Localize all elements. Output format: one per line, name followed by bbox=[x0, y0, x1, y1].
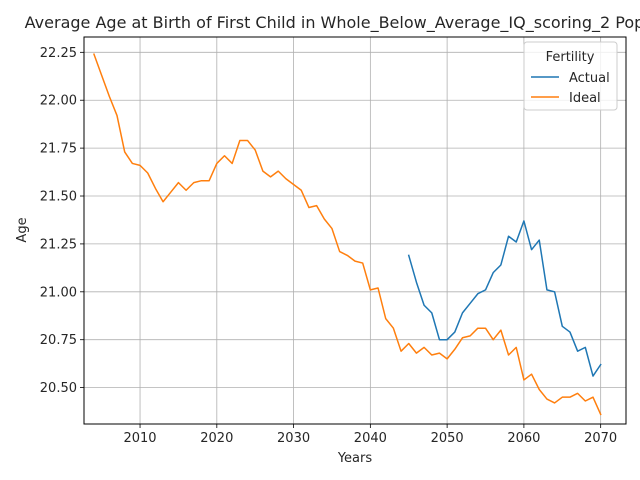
x-tick-label: 2070 bbox=[584, 431, 617, 446]
y-tick-label: 21.75 bbox=[40, 142, 77, 157]
series-line-ideal bbox=[93, 53, 602, 416]
x-tick-label: 2060 bbox=[507, 431, 540, 446]
y-tick-label: 22.25 bbox=[40, 46, 77, 61]
x-tick-label: 2040 bbox=[354, 431, 387, 446]
chart-title: Average Age at Birth of First Child in W… bbox=[25, 13, 640, 33]
x-tick-label: 2020 bbox=[200, 431, 233, 446]
x-tick-label: 2010 bbox=[123, 431, 156, 446]
series-line-actual bbox=[407, 220, 602, 377]
y-tick-label: 21.25 bbox=[40, 237, 77, 252]
legend-title: Fertility bbox=[546, 50, 595, 65]
y-tick-label: 20.75 bbox=[40, 333, 77, 348]
y-tick-label: 20.50 bbox=[40, 381, 77, 396]
x-tick-label: 2030 bbox=[277, 431, 310, 446]
y-tick-label: 21.00 bbox=[40, 285, 77, 300]
plot-frame bbox=[83, 36, 627, 425]
legend: Fertility Actual Ideal bbox=[523, 41, 618, 111]
y-axis-label: Age bbox=[15, 217, 30, 242]
x-axis-label: Years bbox=[337, 451, 373, 466]
legend-box bbox=[523, 41, 618, 111]
x-tick-label: 2050 bbox=[431, 431, 464, 446]
y-tick-label: 21.50 bbox=[40, 190, 77, 205]
legend-label-actual: Actual bbox=[569, 71, 610, 86]
axis-ticks: 2010 2020 2030 2040 2050 2060 2070 20.50 20.75 21… bbox=[40, 46, 617, 446]
legend-label-ideal: Ideal bbox=[569, 91, 601, 106]
series-lines bbox=[93, 53, 602, 416]
y-tick-label: 22.00 bbox=[40, 94, 77, 109]
